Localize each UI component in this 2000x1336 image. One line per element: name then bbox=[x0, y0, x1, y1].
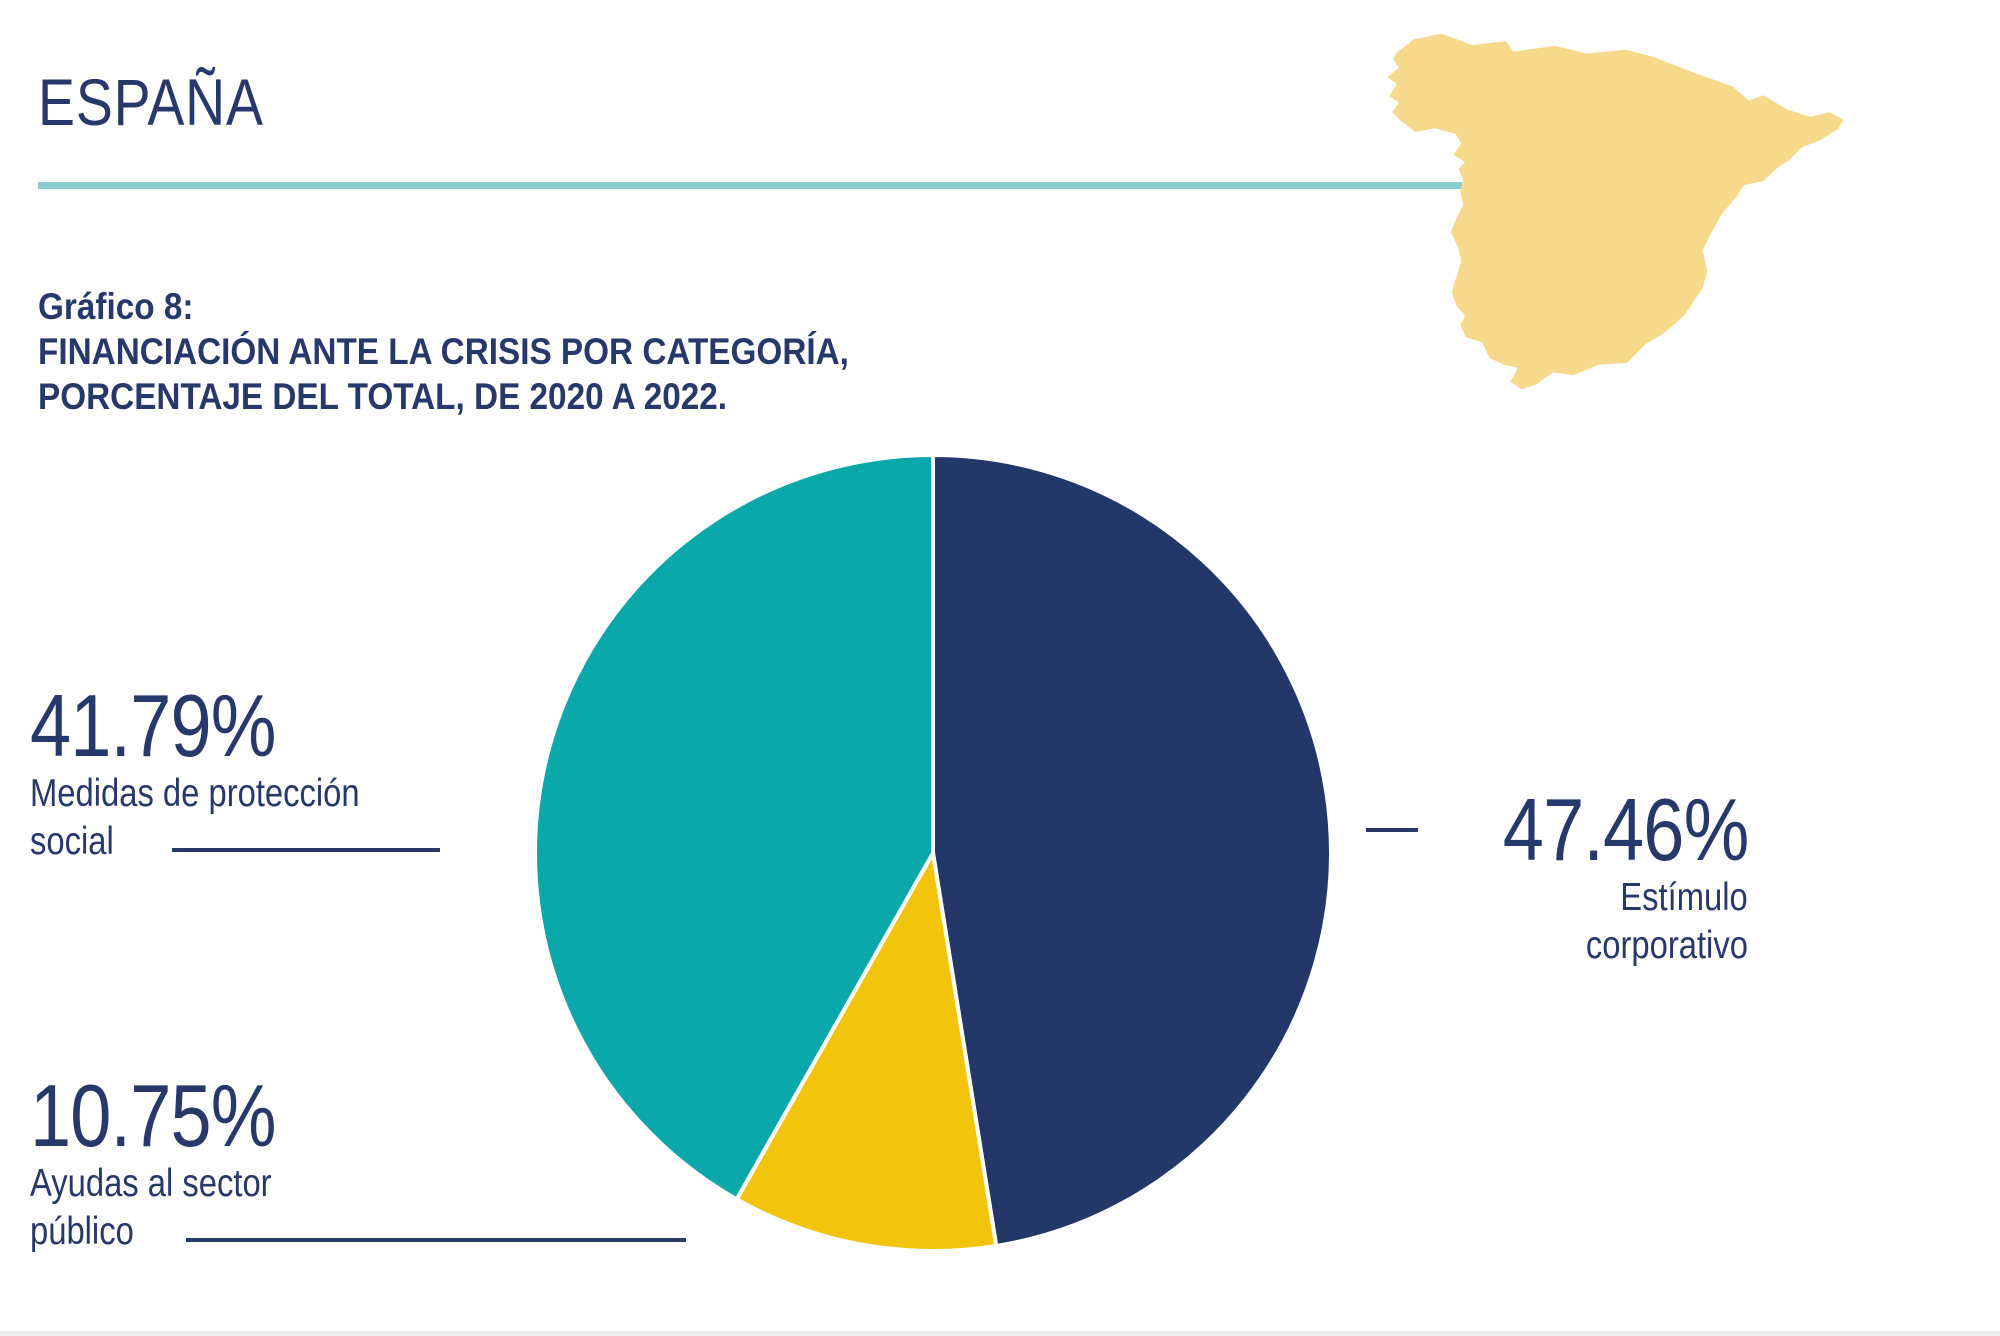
callout-public-line1: Ayudas al sector bbox=[30, 1162, 272, 1205]
leader-line-corporate bbox=[1366, 828, 1418, 832]
callout-corporate-line2: corporativo bbox=[1585, 924, 1748, 967]
chart-caption-line2: PORCENTAJE DEL TOTAL, DE 2020 A 2022. bbox=[38, 376, 728, 417]
pie-chart-svg bbox=[533, 453, 1333, 1253]
callout-public-aid: 10.75% Ayudas al sector público bbox=[30, 1072, 322, 1256]
page-title-text: ESPAÑA bbox=[38, 65, 264, 139]
leader-line-public bbox=[186, 1238, 686, 1242]
spain-map-silhouette bbox=[1387, 33, 1844, 390]
callout-corporate-stimulus: 47.46% Estímulo corporativo bbox=[1456, 780, 1749, 970]
pie-slice-corporate bbox=[931, 453, 1333, 1248]
callout-social-line2: social bbox=[30, 820, 114, 863]
callout-corporate-line1: Estímulo bbox=[1620, 876, 1748, 919]
page-title: ESPAÑA bbox=[38, 66, 307, 139]
chart-caption-number: Gráfico 8: bbox=[38, 286, 194, 327]
callout-social-pct: 41.79% bbox=[30, 676, 277, 775]
title-underline bbox=[38, 182, 1462, 189]
pie-chart bbox=[528, 448, 1338, 1258]
callout-public-line2: público bbox=[30, 1210, 134, 1253]
callout-social-line1: Medidas de protección bbox=[30, 772, 360, 815]
pie-slice-social bbox=[533, 453, 935, 1202]
page-bottom-edge bbox=[0, 1331, 2000, 1336]
pie-slice-public bbox=[734, 851, 999, 1253]
callout-social-protection: 41.79% Medidas de protección social bbox=[30, 682, 422, 866]
callout-public-pct: 10.75% bbox=[30, 1066, 277, 1165]
chart-caption: Gráfico 8: FINANCIACIÓN ANTE LA CRISIS P… bbox=[38, 284, 939, 419]
leader-line-social bbox=[172, 848, 440, 852]
callout-corporate-pct: 47.46% bbox=[1502, 780, 1749, 879]
spain-map-icon bbox=[1387, 33, 1844, 390]
chart-caption-line1: FINANCIACIÓN ANTE LA CRISIS POR CATEGORÍ… bbox=[38, 331, 849, 372]
